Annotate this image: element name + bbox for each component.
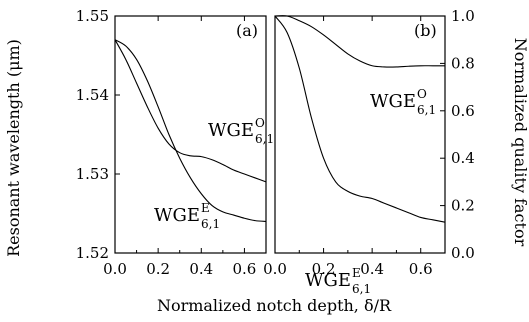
y-tick-label: 1.55 [76,7,109,25]
series-line-o [274,15,446,68]
series-label-main: WGE [154,205,200,226]
y-tick-label: 1.52 [76,244,109,262]
y-tick-label: 0.2 [451,197,475,215]
panel-label: (b) [414,21,437,40]
series-label-sub: 6,1 [417,103,436,117]
x-tick-label: 0.6 [409,260,433,278]
x-tick-label: 0.6 [232,260,256,278]
series-line-e [274,15,446,223]
series-label-o: WGE O 6,1 [370,87,436,117]
plot-frame [114,15,267,254]
series-line-o [114,39,267,183]
series-line-e [114,39,267,222]
series-label-sub: 6,1 [255,132,274,146]
series-label-sup: O [417,87,427,101]
y-tick-label: 1.54 [76,86,109,104]
series-label-e: WGE E 6,1 [154,201,220,231]
series-label-sub: 6,1 [201,217,220,231]
x-axis-label: Normalized notch depth, δ/R [157,296,392,315]
y-axis-label-left: Resonant wavelength (μm) [4,39,23,257]
panel-label: (a) [236,21,258,40]
x-tick-label: 0.0 [103,260,127,278]
y-tick-label: 1.53 [76,165,109,183]
x-tick-label: 0.2 [146,260,170,278]
series-label-main: WGE [208,120,254,141]
series-label-main: WGE [370,91,416,112]
x-tick-label: 0.4 [189,260,213,278]
series-label-sub: 6,1 [352,282,371,296]
y-axis-label-right: Normalized quality factor [511,38,529,247]
y-tick-label: 0.4 [451,149,475,167]
y-tick-label: 0.6 [451,102,475,120]
series-label-sup: E [201,201,210,215]
x-tick-label: 0.0 [263,260,287,278]
x-tick-label: 0.2 [312,260,336,278]
x-tick-label: 0.4 [360,260,384,278]
series-label-o: WGE O 6,1 [208,116,274,146]
series-label-sup: E [352,266,361,280]
y-tick-label: 0.0 [451,244,475,262]
series-label-main: WGE [305,270,351,291]
plot-frame [274,15,446,254]
series-label-sup: O [255,116,265,130]
series-label-e: WGE E 6,1 [305,266,371,296]
y-tick-label: 1.0 [451,7,475,25]
y-tick-label: 0.8 [451,54,475,72]
